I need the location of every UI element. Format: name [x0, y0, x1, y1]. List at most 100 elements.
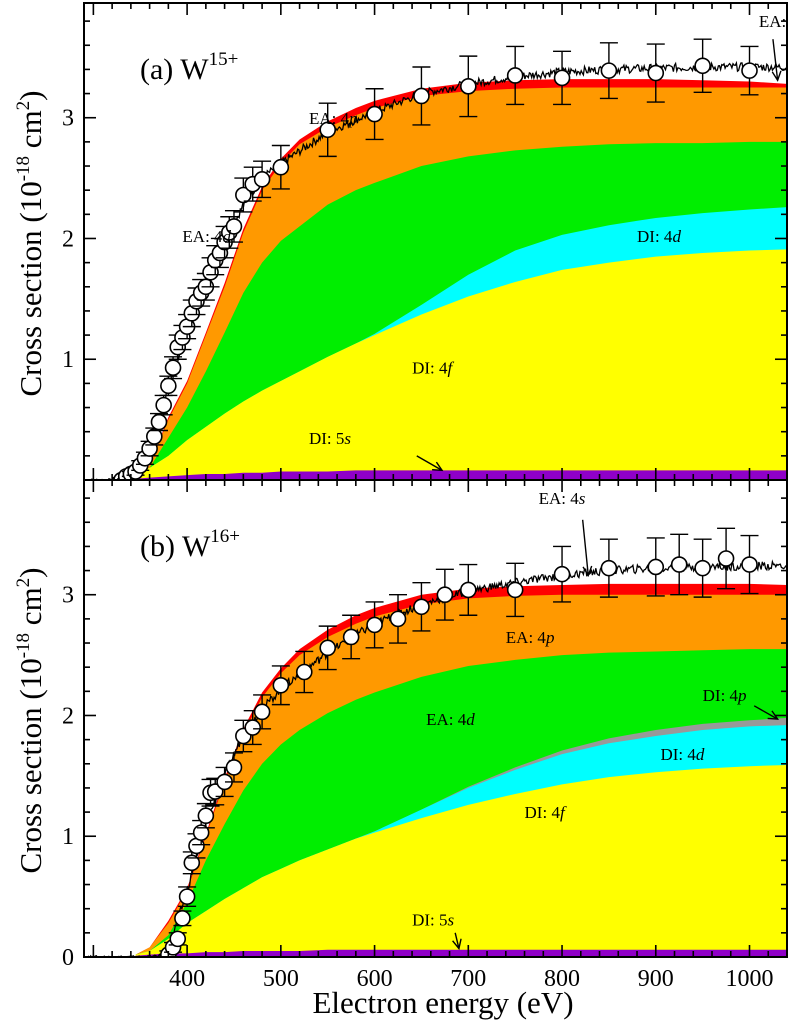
- y-axis-title-text: Cross section (10: [13, 658, 48, 873]
- panel-title-text: (b) W: [140, 530, 211, 563]
- y-axis-title-unit: cm: [13, 110, 48, 156]
- data-point: [295, 663, 313, 681]
- y-tick-label: 3: [62, 583, 74, 609]
- y-tick-label: 3: [62, 106, 74, 132]
- annotation-label: EA: 4s: [759, 12, 789, 31]
- area-di-4f: [135, 249, 787, 480]
- y-axis-title-exponent: -18: [13, 633, 34, 658]
- annotation-label: DI: 4d: [637, 227, 681, 246]
- data-point: [600, 62, 618, 79]
- data-point: [647, 558, 665, 576]
- annotation-arrowhead: [432, 461, 444, 472]
- data-point: [192, 824, 210, 841]
- x-tick-label: 800: [544, 966, 580, 992]
- area-di-4f: [135, 764, 787, 957]
- annotation-label: DI: 5s: [309, 429, 351, 448]
- data-point: [244, 719, 262, 736]
- annotation-arrowhead: [771, 70, 782, 82]
- data-point: [413, 598, 430, 616]
- data-point: [160, 377, 177, 395]
- y-tick-label: 0: [62, 945, 74, 971]
- annotation-label: EA: 4p: [506, 628, 555, 647]
- data-point: [741, 62, 758, 79]
- panel-title-superscript: 15+: [209, 49, 239, 70]
- annotation-arrowhead: [452, 938, 462, 951]
- y-axis-title: Cross section (10-18 cm2): [13, 90, 48, 396]
- annotation-prefix: EA: 4: [309, 109, 350, 128]
- data-point: [225, 218, 243, 235]
- panel-title-superscript: 16+: [210, 526, 240, 547]
- data-point: [183, 854, 201, 872]
- x-tick-label: 600: [357, 966, 393, 992]
- x-tick-label: 1000: [726, 966, 774, 992]
- annotation-arrow: [772, 39, 779, 81]
- annotation-orbital: s: [344, 429, 351, 448]
- annotation-orbital: d: [223, 227, 232, 246]
- annotation-prefix: EA: 4: [182, 227, 223, 246]
- data-point: [717, 550, 735, 567]
- annotation-orbital: f: [447, 359, 454, 378]
- data-point: [460, 78, 477, 95]
- annotation-orbital: s: [447, 911, 454, 930]
- annotation-prefix: DI: 5: [412, 911, 447, 930]
- annotation-label: EA: 4s: [539, 489, 586, 508]
- data-point: [272, 158, 290, 176]
- annotation-arrowhead: [767, 710, 780, 720]
- data-point: [169, 930, 187, 948]
- x-tick-label: 500: [263, 966, 299, 992]
- data-point: [389, 610, 407, 628]
- annotation-label: EA: 4d: [426, 710, 475, 729]
- annotation-label: DI: 4d: [660, 745, 704, 764]
- plot-frame: [83, 479, 788, 958]
- annotation-prefix: DI: 4: [525, 803, 561, 822]
- annotation-prefix: EA: 4: [759, 12, 789, 31]
- data-point: [366, 616, 383, 634]
- y-axis-title-close: ): [13, 567, 48, 577]
- annotation-orbital: p: [348, 109, 358, 128]
- annotation-prefix: DI: 4: [703, 686, 739, 705]
- annotation-label: DI: 5s: [412, 911, 454, 930]
- y-tick-label: 2: [62, 226, 74, 252]
- annotation-arrow: [753, 705, 778, 720]
- y-axis-title-exponent: -18: [13, 156, 34, 181]
- annotation-prefix: DI: 4: [412, 359, 448, 378]
- data-point: [413, 87, 430, 105]
- y-axis-title-unit-exponent: 2: [13, 101, 34, 111]
- annotation-arrow: [416, 455, 443, 471]
- panel-title-text: (a) W: [140, 53, 209, 86]
- data-point: [253, 171, 271, 188]
- data-point: [178, 888, 196, 905]
- annotation-orbital: s: [579, 489, 586, 508]
- plot-area: [84, 527, 787, 957]
- data-point: [342, 628, 360, 646]
- annotation-orbital: d: [672, 227, 681, 246]
- annotation-prefix: DI: 4: [660, 745, 696, 764]
- annotation-label: EA: 4d: [182, 227, 231, 246]
- data-point: [174, 910, 191, 927]
- annotation-label: DI: 4p: [703, 686, 747, 705]
- panel-title: (a) W15+: [140, 49, 238, 86]
- data-point: [253, 703, 271, 721]
- annotation-label: DI: 4f: [525, 803, 567, 822]
- x-axis-title: Electron energy (eV): [312, 985, 573, 1020]
- annotation-label: DI: 4f: [412, 359, 454, 378]
- data-point: [197, 807, 215, 825]
- panel-title: (b) W16+: [140, 526, 240, 563]
- annotation-prefix: DI: 4: [637, 227, 673, 246]
- annotation-orbital: d: [696, 745, 705, 764]
- data-point: [436, 586, 454, 604]
- y-tick-label: 1: [62, 347, 74, 373]
- x-tick-label: 400: [169, 966, 205, 992]
- data-point: [155, 396, 172, 414]
- data-point: [506, 581, 524, 599]
- data-point: [506, 67, 524, 84]
- annotation-arrow: [454, 932, 460, 949]
- data-point: [150, 413, 168, 431]
- annotation-orbital: d: [466, 710, 475, 729]
- y-tick-label: 1: [62, 824, 74, 850]
- data-point: [694, 559, 711, 577]
- annotation-label: EA: 4p: [309, 109, 358, 128]
- plot-area: [84, 38, 787, 480]
